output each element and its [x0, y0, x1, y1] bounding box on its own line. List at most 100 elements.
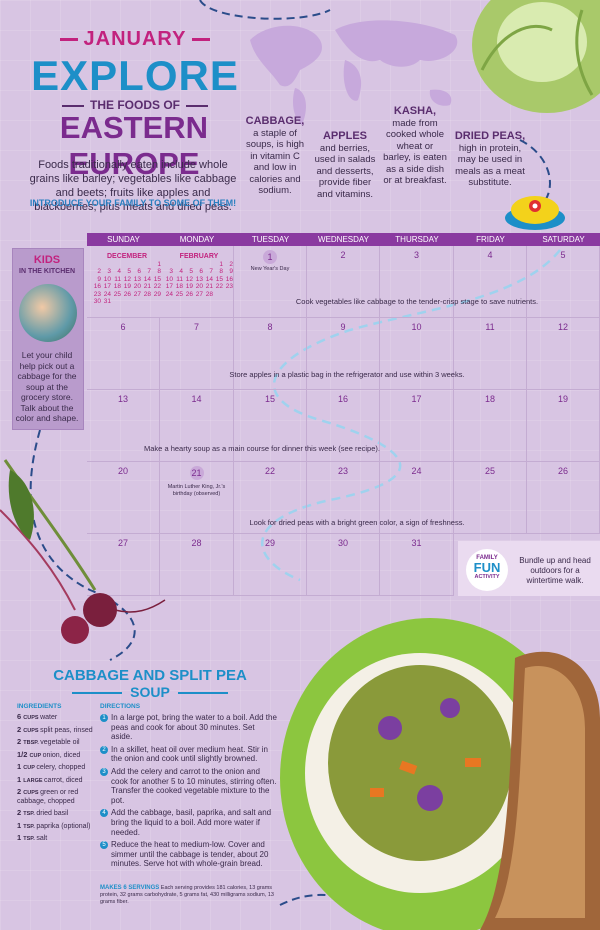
- mini-calendar-day: [214, 291, 224, 299]
- step-text: In a large pot, bring the water to a boi…: [111, 713, 277, 742]
- day-number: 30: [337, 538, 348, 548]
- mini-calendar-day: 13: [195, 275, 203, 283]
- ingredient-qty: 1: [17, 820, 24, 830]
- ingredient-name: carrot, diced: [44, 776, 83, 784]
- mini-calendar-day: 7: [147, 268, 151, 275]
- kids-photo: [19, 284, 77, 342]
- day-number: 2: [340, 250, 346, 260]
- tip-week4: Look for dried peas with a bright green …: [249, 518, 465, 527]
- ingredient-qty: 2: [17, 724, 24, 734]
- day-number: 26: [557, 466, 568, 476]
- mini-calendar-day: 5: [189, 268, 193, 275]
- calendar-cell: 6: [87, 318, 160, 390]
- calendar-cell: 8: [234, 318, 307, 390]
- mini-calendar-day: 18: [175, 283, 183, 290]
- step-text: In a skillet, heat oil over medium heat.…: [111, 744, 268, 764]
- ingredient-qty: 2: [17, 808, 24, 817]
- intro-text: Foods traditionally eaten include whole …: [29, 159, 237, 213]
- beets-image: [0, 459, 166, 644]
- mini-calendar-day: [194, 261, 204, 269]
- mini-calendar-row: 23 24 25 26 27 28 29: [92, 291, 162, 299]
- mini-calendar-row: 10 11 12 13 14 15 16: [164, 276, 234, 284]
- mini-calendar-day: [142, 261, 152, 269]
- calendar-cell: 18: [454, 390, 527, 462]
- ingredient-name: paprika (optional): [36, 822, 91, 830]
- mini-calendar-day: 18: [113, 283, 121, 290]
- mini-calendar-day: [204, 261, 214, 269]
- fact-title: APPLES: [322, 130, 367, 142]
- calendar-cell: 11: [454, 318, 527, 390]
- mini-calendar-day: 26: [185, 290, 193, 298]
- mini-calendar-day: [92, 261, 102, 269]
- step-number-icon: 4: [100, 809, 108, 818]
- calendar-cell: 14: [160, 390, 234, 462]
- day-tuesday: TUESDAY: [251, 235, 290, 244]
- mini-calendar-day: 28: [143, 290, 151, 298]
- direction-step: 1 In a large pot, bring the water to a bo…: [100, 713, 278, 742]
- mini-calendar-day: 10: [165, 275, 173, 283]
- day-number: 8: [267, 322, 273, 332]
- dash-right: [192, 38, 211, 42]
- calendar-cell: 23: [307, 462, 380, 534]
- mini-calendar-day: 2: [97, 268, 101, 275]
- mini-calendar-day: 27: [133, 290, 141, 298]
- calendar-grid: 1 New Year's Day 2 3 4 5 Cook vegetables…: [87, 246, 600, 596]
- ingredient-qty: 2: [17, 737, 24, 746]
- day-number: 22: [264, 466, 275, 476]
- ingredient-unit: CUPS: [23, 790, 41, 796]
- fact-dried-peas: DRIED PEAS, high in protein, may be used…: [454, 130, 526, 189]
- day-number: 11: [485, 322, 495, 332]
- mini-calendar-day: 13: [133, 275, 141, 283]
- mini-calendar-day: 2: [229, 260, 233, 268]
- fact-kasha: KASHA, made from cooked whole wheat or b…: [382, 105, 448, 187]
- calendar-cell: 30: [307, 534, 380, 596]
- month-title: JANUARY: [50, 28, 220, 51]
- directions-heading: DIRECTIONS: [100, 703, 141, 710]
- ingredient-name: celery, chopped: [36, 764, 86, 771]
- step-number-icon: 5: [100, 841, 108, 850]
- step-number-icon: 3: [100, 767, 108, 776]
- calendar-day-header: SUNDAY MONDAY TUESDAY WEDNESDAY THURSDAY…: [87, 233, 600, 246]
- ingredient-unit: CUPS: [23, 727, 41, 734]
- day-number: 25: [484, 466, 495, 476]
- mini-calendar-day: 23: [93, 290, 101, 298]
- day-number: 29: [264, 538, 275, 548]
- step-number-icon: 1: [100, 714, 108, 722]
- recipe-subtitle: SOUP: [30, 684, 270, 700]
- mini-calendar-day: 4: [117, 268, 121, 275]
- calendar-cell: 1 New Year's Day: [234, 246, 307, 318]
- calendar-cell: 13: [87, 390, 160, 462]
- mini-calendar-day: [132, 261, 142, 269]
- mini-calendar-day: 31: [103, 298, 111, 305]
- mini-calendar-day: [102, 261, 112, 269]
- calendar-cell: 17: [380, 390, 454, 462]
- dash-right: [177, 692, 228, 695]
- step-text: Add the cabbage, basil, paprika, and sal…: [111, 808, 272, 837]
- step-number-icon: 2: [100, 745, 108, 754]
- ingredient-name: salt: [36, 835, 48, 842]
- ingredient-unit: TSP.: [23, 823, 37, 830]
- mini-calendar-day: 20: [133, 283, 141, 290]
- mini-calendar-day: 14: [143, 275, 151, 283]
- mini-calendar-december: DECEMBER 1 2 3 4 5 6 7 8 9 10 11 12 13 14 15 16 17 18 19 20…: [92, 253, 162, 306]
- mini-calendar-day: [184, 261, 194, 269]
- ingredient-name: dried basil: [36, 810, 69, 817]
- mini-calendar-row: 1: [92, 261, 162, 269]
- mini-calendar-row: 30 31: [92, 298, 162, 306]
- foods-of-subtitle: THE FOODS OF: [40, 98, 230, 112]
- mini-calendar-day: 8: [157, 268, 161, 275]
- calendar-cell: 4: [454, 246, 527, 318]
- kids-text: Let your child help pick out a cabbage f…: [15, 350, 79, 423]
- ingredient-qty: 2: [17, 787, 24, 796]
- mini-calendar-day: 1: [219, 260, 223, 268]
- ingredient-unit: CUPS: [23, 715, 41, 721]
- mini-calendar-title: FEBRUARY: [179, 253, 219, 260]
- family-fun-line1: FAMILY: [476, 555, 498, 561]
- day-thursday: THURSDAY: [395, 235, 439, 244]
- call-to-action: INTRODUCE YOUR FAMILY TO SOME OF THEM!: [29, 198, 237, 208]
- mini-calendar-day: 3: [107, 268, 111, 275]
- ingredient-qty: 1/2: [17, 749, 30, 759]
- mini-calendar-day: 17: [165, 283, 173, 290]
- fact-body: and berries, used in salads and desserts…: [314, 142, 376, 200]
- mini-calendar-day: 29: [153, 290, 161, 298]
